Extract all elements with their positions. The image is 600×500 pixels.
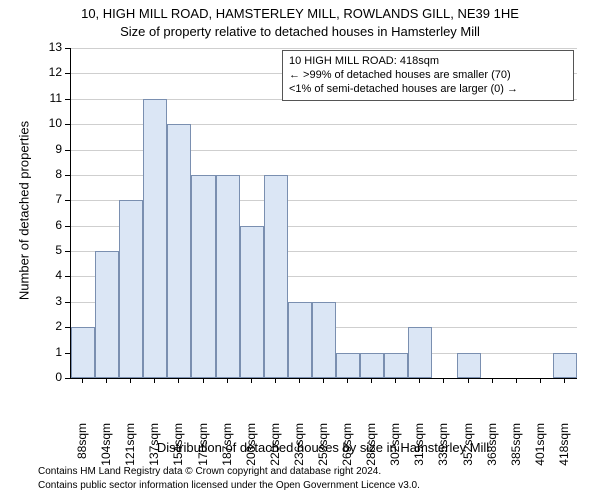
chart-title-sub: Size of property relative to detached ho…	[0, 24, 600, 39]
ytick-label: 9	[32, 142, 62, 156]
ytick-label: 11	[32, 91, 62, 105]
ytick-label: 3	[32, 294, 62, 308]
ytick-label: 12	[32, 65, 62, 79]
xtick-label: 286sqm	[364, 423, 378, 483]
xtick-mark	[564, 378, 565, 383]
ytick-label: 5	[32, 243, 62, 257]
chart-title-main: 10, HIGH MILL ROAD, HAMSTERLEY MILL, ROW…	[0, 6, 600, 21]
ytick-label: 2	[32, 319, 62, 333]
ytick-label: 13	[32, 40, 62, 54]
xtick-label: 385sqm	[509, 423, 523, 483]
xtick-label: 319sqm	[412, 423, 426, 483]
xtick-label: 88sqm	[75, 423, 89, 483]
ytick-label: 0	[32, 370, 62, 384]
xtick-mark	[323, 378, 324, 383]
ytick-mark	[65, 99, 70, 100]
ytick-label: 1	[32, 345, 62, 359]
xtick-label: 170sqm	[196, 423, 210, 483]
ytick-label: 10	[32, 116, 62, 130]
ytick-mark	[65, 378, 70, 379]
xtick-mark	[130, 378, 131, 383]
xtick-mark	[516, 378, 517, 383]
histogram-bar	[336, 353, 360, 378]
xtick-mark	[275, 378, 276, 383]
histogram-bar	[288, 302, 312, 378]
ytick-mark	[65, 150, 70, 151]
histogram-bar	[457, 353, 481, 378]
annotation-line-1: ← >99% of detached houses are smaller (7…	[289, 69, 567, 83]
xtick-mark	[299, 378, 300, 383]
xtick-mark	[203, 378, 204, 383]
xtick-label: 121sqm	[123, 423, 137, 483]
annotation-line-0: 10 HIGH MILL ROAD: 418sqm	[289, 55, 567, 69]
xtick-mark	[371, 378, 372, 383]
ytick-mark	[65, 175, 70, 176]
xtick-label: 368sqm	[485, 423, 499, 483]
ytick-label: 4	[32, 268, 62, 282]
xtick-label: 335sqm	[436, 423, 450, 483]
xtick-label: 269sqm	[340, 423, 354, 483]
annotation-box: 10 HIGH MILL ROAD: 418sqm← >99% of detac…	[282, 50, 574, 101]
ytick-mark	[65, 327, 70, 328]
xtick-label: 203sqm	[244, 423, 258, 483]
ytick-label: 8	[32, 167, 62, 181]
xtick-label: 401sqm	[533, 423, 547, 483]
histogram-bar	[71, 327, 95, 378]
xtick-mark	[468, 378, 469, 383]
xtick-label: 104sqm	[99, 423, 113, 483]
ytick-label: 6	[32, 218, 62, 232]
ytick-mark	[65, 124, 70, 125]
gridline	[71, 48, 577, 49]
ytick-mark	[65, 302, 70, 303]
xtick-mark	[227, 378, 228, 383]
xtick-label: 352sqm	[461, 423, 475, 483]
histogram-bar	[553, 353, 577, 378]
xtick-mark	[492, 378, 493, 383]
ytick-mark	[65, 251, 70, 252]
histogram-bar	[384, 353, 408, 378]
xtick-mark	[106, 378, 107, 383]
histogram-bar	[216, 175, 240, 378]
chart-container: 10, HIGH MILL ROAD, HAMSTERLEY MILL, ROW…	[0, 0, 600, 500]
xtick-mark	[347, 378, 348, 383]
histogram-bar	[312, 302, 336, 378]
histogram-bar	[264, 175, 288, 378]
xtick-label: 187sqm	[220, 423, 234, 483]
ytick-mark	[65, 276, 70, 277]
xtick-label: 137sqm	[147, 423, 161, 483]
ytick-mark	[65, 353, 70, 354]
xtick-mark	[82, 378, 83, 383]
histogram-bar	[167, 124, 191, 378]
ytick-mark	[65, 73, 70, 74]
histogram-bar	[191, 175, 215, 378]
xtick-label: 418sqm	[557, 423, 571, 483]
y-axis-title: Number of detached properties	[17, 46, 32, 376]
xtick-label: 302sqm	[388, 423, 402, 483]
xtick-mark	[251, 378, 252, 383]
ytick-mark	[65, 226, 70, 227]
histogram-bar	[240, 226, 264, 378]
xtick-label: 220sqm	[268, 423, 282, 483]
xtick-label: 236sqm	[292, 423, 306, 483]
ytick-label: 7	[32, 192, 62, 206]
xtick-mark	[443, 378, 444, 383]
ytick-mark	[65, 200, 70, 201]
annotation-line-2: <1% of semi-detached houses are larger (…	[289, 83, 567, 97]
xtick-mark	[395, 378, 396, 383]
histogram-bar	[119, 200, 143, 378]
histogram-bar	[360, 353, 384, 378]
xtick-label: 154sqm	[171, 423, 185, 483]
xtick-mark	[178, 378, 179, 383]
xtick-mark	[154, 378, 155, 383]
xtick-mark	[419, 378, 420, 383]
histogram-bar	[143, 99, 167, 378]
histogram-bar	[95, 251, 119, 378]
xtick-mark	[540, 378, 541, 383]
xtick-label: 253sqm	[316, 423, 330, 483]
ytick-mark	[65, 48, 70, 49]
histogram-bar	[408, 327, 432, 378]
